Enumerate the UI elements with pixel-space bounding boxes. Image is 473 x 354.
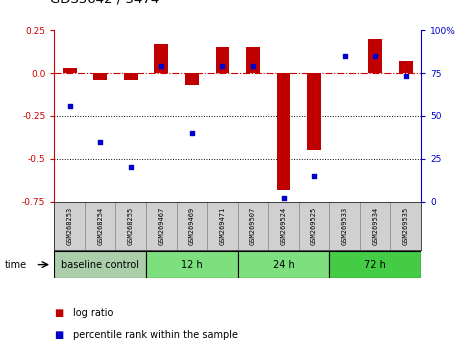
Bar (185, 73, 199, 85)
Text: GSM269467: GSM269467 (158, 206, 164, 245)
Point (310, 173, 318, 179)
Point (96, 139, 104, 144)
Text: GSM269525: GSM269525 (311, 206, 317, 245)
Text: ■: ■ (54, 308, 64, 318)
Bar (155, 44, 168, 73)
Text: GDS3642 / 3474: GDS3642 / 3474 (50, 0, 159, 5)
Bar (54, 251, 146, 278)
Bar (237, 251, 329, 278)
Point (280, 195, 287, 201)
Text: GSM269471: GSM269471 (219, 206, 226, 245)
Text: GSM269507: GSM269507 (250, 206, 256, 245)
Text: 12 h: 12 h (181, 259, 203, 270)
Point (127, 165, 134, 170)
Text: GSM268255: GSM268255 (128, 206, 134, 245)
Bar (63, 68, 77, 73)
Text: 24 h: 24 h (272, 259, 294, 270)
Text: GSM269469: GSM269469 (189, 206, 195, 245)
Text: GSM269534: GSM269534 (372, 206, 378, 245)
Bar (277, 73, 290, 190)
Point (371, 53, 379, 59)
Bar (368, 39, 382, 73)
Bar (216, 47, 229, 73)
Bar (399, 61, 412, 73)
Point (341, 53, 349, 59)
Point (249, 63, 257, 69)
Text: GSM268254: GSM268254 (97, 206, 103, 245)
Text: GSM268253: GSM268253 (67, 206, 73, 245)
Bar (307, 73, 321, 150)
Text: 72 h: 72 h (364, 259, 386, 270)
Bar (93, 73, 107, 80)
Text: GSM269535: GSM269535 (403, 206, 409, 245)
Text: GSM269533: GSM269533 (342, 206, 348, 245)
Text: log ratio: log ratio (73, 308, 114, 318)
Point (188, 130, 196, 136)
Point (219, 63, 226, 69)
Text: baseline control: baseline control (61, 259, 139, 270)
Point (66, 103, 73, 108)
Text: ■: ■ (54, 330, 64, 339)
Text: GSM269524: GSM269524 (280, 206, 287, 245)
Text: time: time (5, 259, 27, 270)
Bar (146, 251, 237, 278)
Text: percentile rank within the sample: percentile rank within the sample (73, 330, 238, 339)
Bar (124, 73, 138, 80)
Bar (246, 47, 260, 73)
Point (402, 74, 410, 79)
Point (158, 63, 165, 69)
Bar (329, 251, 421, 278)
